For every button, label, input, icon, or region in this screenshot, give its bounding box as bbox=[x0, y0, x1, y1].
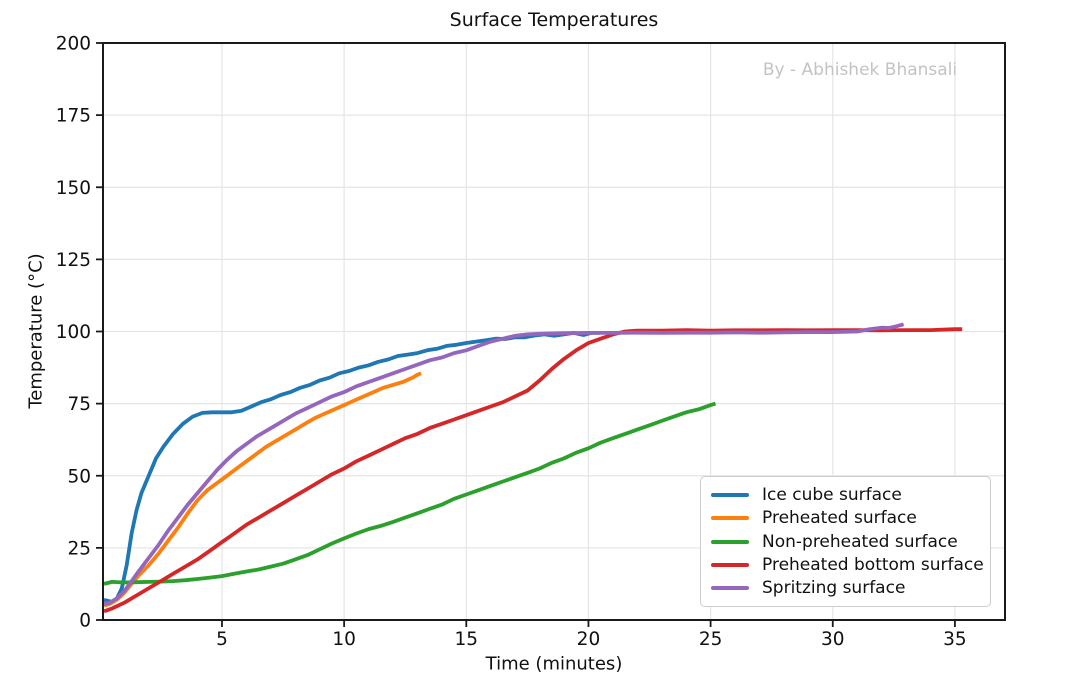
x-tick-label: 20 bbox=[577, 629, 601, 650]
y-tick-label: 75 bbox=[67, 394, 91, 415]
legend-label: Non-preheated surface bbox=[762, 531, 958, 552]
y-tick-label: 100 bbox=[56, 322, 91, 343]
y-tick-label: 150 bbox=[56, 178, 91, 199]
legend-item: Preheated surface bbox=[711, 506, 980, 529]
x-tick-label: 30 bbox=[821, 629, 845, 650]
legend-swatch-line bbox=[711, 516, 749, 521]
legend-swatch-line bbox=[711, 562, 749, 567]
x-tick-label: 25 bbox=[699, 629, 723, 650]
chart-title: Surface Temperatures bbox=[449, 9, 659, 31]
y-tick-label: 200 bbox=[56, 34, 91, 55]
x-axis-label: Time (minutes) bbox=[485, 653, 623, 675]
legend-swatch-line bbox=[711, 586, 749, 591]
line-non-preheated-surface bbox=[103, 401, 717, 586]
y-axis-label: Temperature (°C) bbox=[25, 253, 47, 409]
legend-item: Preheated bottom surface bbox=[711, 553, 984, 576]
x-tick-label: 15 bbox=[455, 629, 479, 650]
line-spritzing-surface bbox=[103, 322, 905, 606]
legend-label: Ice cube surface bbox=[762, 484, 902, 505]
legend-label: Spritzing surface bbox=[762, 578, 906, 599]
legend-swatch-line bbox=[711, 492, 749, 497]
line-preheated-bottom-surface bbox=[103, 327, 963, 614]
legend-item: Non-preheated surface bbox=[711, 530, 980, 553]
legend-item: Spritzing surface bbox=[711, 577, 980, 600]
legend-swatch-line bbox=[711, 539, 749, 544]
y-tick-label: 125 bbox=[56, 250, 91, 271]
x-tick-label: 35 bbox=[943, 629, 967, 650]
watermark-text: By - Abhishek Bhansali bbox=[762, 60, 958, 80]
y-tick-label: 0 bbox=[79, 611, 91, 632]
legend-label: Preheated surface bbox=[762, 508, 917, 529]
x-tick-label: 5 bbox=[216, 629, 228, 650]
line-ice-cube-surface bbox=[103, 330, 600, 604]
y-tick-label: 25 bbox=[67, 538, 91, 559]
legend-label: Preheated bottom surface bbox=[762, 554, 984, 575]
legend-item: Ice cube surface bbox=[711, 483, 980, 506]
line-preheated-surface bbox=[103, 371, 422, 608]
y-tick-label: 50 bbox=[67, 466, 91, 487]
y-tick-label: 175 bbox=[56, 106, 91, 127]
x-tick-label: 10 bbox=[332, 629, 356, 650]
legend: Ice cube surface Preheated surface Non-pre… bbox=[700, 476, 991, 607]
